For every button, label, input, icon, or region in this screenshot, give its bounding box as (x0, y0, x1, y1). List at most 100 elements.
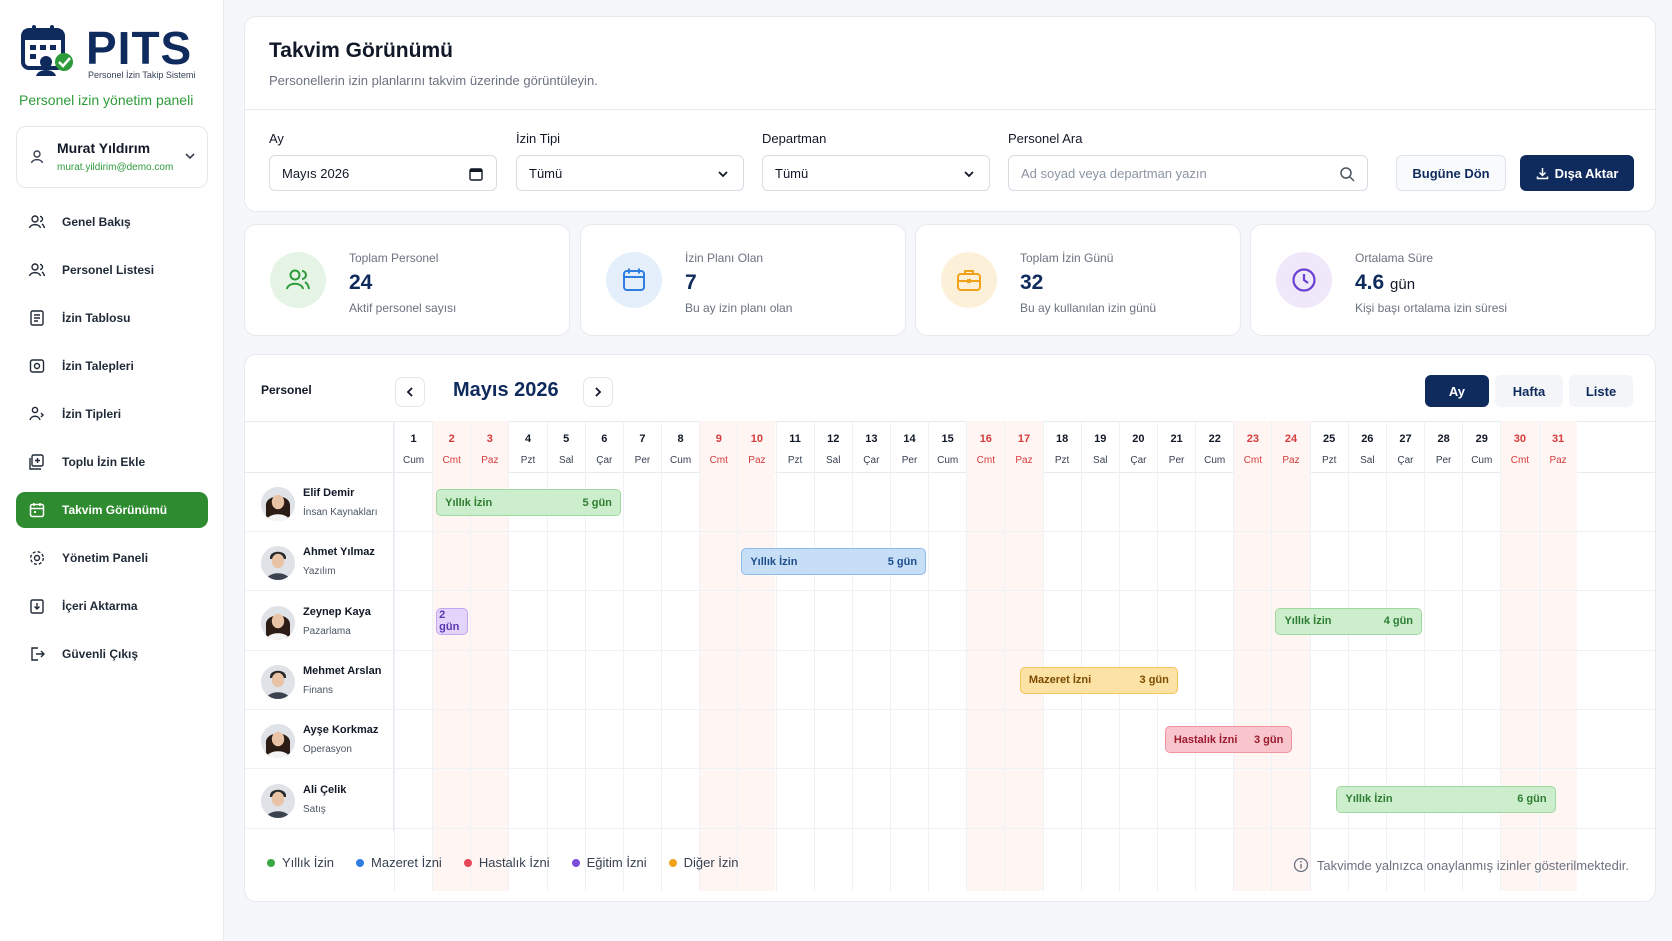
legend-dot-icon (267, 858, 275, 867)
leave-duration: 5 gün (582, 496, 612, 509)
legend-item: Eğitim İzni (571, 855, 647, 870)
day-number: 16 (979, 433, 992, 445)
legend-dot-icon (668, 858, 677, 867)
day-column: 4 Pzt (508, 421, 546, 891)
leave-bar[interactable]: Mazeret İzni 3 gün (1019, 666, 1178, 694)
sidebar-item-y-netim-paneli[interactable]: Yönetim Paneli (16, 540, 208, 576)
leave-type: Yıllık İzin (1284, 615, 1332, 628)
person-name: Ahmet Yılmaz (303, 546, 375, 559)
request-icon (28, 357, 46, 375)
calendar-day-header (245, 421, 1655, 473)
sidebar-item-label: Yönetim Paneli (62, 551, 149, 565)
chevron-down-icon (718, 171, 728, 178)
page-title: Takvim Görünümü (269, 39, 453, 62)
sidebar-item-g-venli-k-[interactable]: Güvenli Çıkış (16, 636, 208, 672)
legend-label: Mazeret İzni (371, 855, 442, 870)
sidebar-item-label: Genel Bakış (62, 215, 131, 229)
day-name: Cum (670, 455, 692, 466)
day-number: 10 (750, 433, 764, 445)
chevron-down-icon (964, 171, 974, 178)
stat-label: Toplam Personel (349, 251, 439, 265)
day-number: 22 (1208, 433, 1221, 445)
leave-duration: 2 gün (439, 609, 460, 634)
day-name: Pzt (1321, 455, 1337, 466)
person-name: Mehmet Arslan (303, 664, 382, 677)
leave-bar[interactable]: Hastalık İzni 3 gün (1164, 726, 1293, 754)
today-button[interactable]: Bugüne Dön (1396, 155, 1506, 191)
day-name: Paz (481, 455, 499, 466)
day-name: Per (1168, 455, 1185, 466)
leave-bar[interactable]: 2 gün (436, 607, 469, 635)
legend-item: Mazeret İzni (356, 855, 442, 870)
day-name: Paz (1549, 455, 1567, 466)
day-name: Cmt (709, 455, 728, 466)
export-button[interactable]: Dışa Aktar (1520, 155, 1634, 191)
leave-type-select[interactable]: Tümü (516, 155, 744, 191)
day-name: Sal (558, 455, 574, 466)
settings-icon (28, 549, 46, 567)
users-icon (28, 213, 46, 231)
leave-type: Mazeret İzni (1028, 674, 1092, 687)
person-cell[interactable]: Elif Demir İnsan Kaynakları (261, 485, 381, 521)
legend-item: Diğer İzin (668, 855, 739, 870)
search-input[interactable]: Ad soyad veya departman yazın (1008, 155, 1368, 191)
view-tab-week[interactable]: Hafta (1495, 375, 1563, 407)
month-picker[interactable]: Mayıs 2026 (269, 155, 497, 191)
sidebar-item-genel-bak-[interactable]: Genel Bakış (16, 204, 208, 240)
leave-bar[interactable]: Yıllık İzin 4 gün (1275, 607, 1423, 635)
export-label: Dışa Aktar (1554, 165, 1619, 181)
stat-icon (606, 252, 662, 308)
sidebar-item-label: İzin Tipleri (62, 407, 122, 421)
stat-icon (1276, 252, 1332, 308)
leave-bar[interactable]: Yıllık İzin 5 gün (741, 548, 927, 576)
day-name: Pzt (1054, 455, 1070, 466)
day-number: 17 (1017, 433, 1031, 445)
calendar-row: Ali Çelik Satış Yıllık İzin 6 gün (245, 770, 1655, 829)
day-name: Çar (1397, 455, 1414, 466)
avatar (261, 605, 295, 640)
day-number: 2 (448, 433, 455, 445)
sidebar-item-label: Takvim Görünümü (62, 503, 168, 517)
legend-item: Hastalık İzni (463, 855, 550, 870)
day-number: 25 (1323, 433, 1336, 445)
sidebar-item-takvim-g-r-n-m-[interactable]: Takvim Görünümü (16, 492, 208, 528)
person-department: Finans (303, 684, 334, 696)
person-cell[interactable]: Zeynep Kaya Pazarlama (261, 604, 381, 640)
prev-month-button[interactable] (395, 377, 425, 407)
day-column: 9 Cmt (699, 421, 738, 891)
person-cell[interactable]: Ali Çelik Satış (261, 782, 381, 818)
sidebar-item-i-eri-aktarma[interactable]: İçeri Aktarma (16, 588, 208, 624)
brand-logo[interactable]: PITS Personel İzin Takip Sistemi (20, 20, 210, 82)
person-cell[interactable]: Ahmet Yılmaz Yazılım (261, 544, 381, 581)
person-cell[interactable]: Mehmet Arslan Finans (261, 663, 381, 699)
avatar (261, 664, 295, 699)
legend: Yıllık İzin Mazeret İzni Hastalık İzni Eğit… (267, 855, 739, 870)
day-number: 28 (1437, 433, 1450, 445)
leave-duration: 4 gün (1383, 615, 1414, 628)
sidebar-item-i-zin-tablosu[interactable]: İzin Tablosu (16, 300, 208, 336)
day-column: 18 Pzt (1042, 421, 1081, 891)
sidebar-item-i-zin-tipleri[interactable]: İzin Tipleri (16, 396, 208, 432)
chevron-down-icon[interactable] (183, 149, 197, 163)
next-month-button[interactable] (583, 377, 613, 407)
view-tab-month[interactable]: Ay (1424, 375, 1489, 407)
calendar-logo-icon (21, 25, 73, 76)
leave-bar[interactable]: Yıllık İzin 6 gün (1336, 785, 1556, 813)
day-number: 20 (1132, 433, 1145, 445)
sidebar-item-i-zin-talepleri[interactable]: İzin Talepleri (16, 348, 208, 384)
leave-bar[interactable]: Yıllık İzin 5 gün (436, 489, 621, 516)
person-cell[interactable]: Ayşe Korkmaz Operasyon (261, 722, 381, 759)
legend-label: Eğitim İzni (586, 855, 647, 870)
sidebar-item-personel-listesi[interactable]: Personel Listesi (16, 252, 208, 288)
day-column: 10 Paz (737, 421, 776, 891)
sidebar-item-toplu-i-zin-ekle[interactable]: Toplu İzin Ekle (16, 444, 208, 480)
stat-label: Toplam İzin Günü (1020, 251, 1114, 265)
department-select[interactable]: Tümü (762, 155, 990, 191)
person-department: Yazılım (303, 566, 336, 578)
calendar-row: Zeynep Kaya Pazarlama 2 gün Yıllık İzin 4 … (245, 592, 1655, 651)
view-tab-list[interactable]: Liste (1569, 375, 1633, 407)
day-name: Cmt (976, 455, 995, 466)
person-name: Ayşe Korkmaz (303, 724, 379, 737)
month-label: Ay (269, 131, 284, 146)
user-menu[interactable]: Murat Yıldırım murat.yildirim@demo.com (16, 126, 208, 188)
